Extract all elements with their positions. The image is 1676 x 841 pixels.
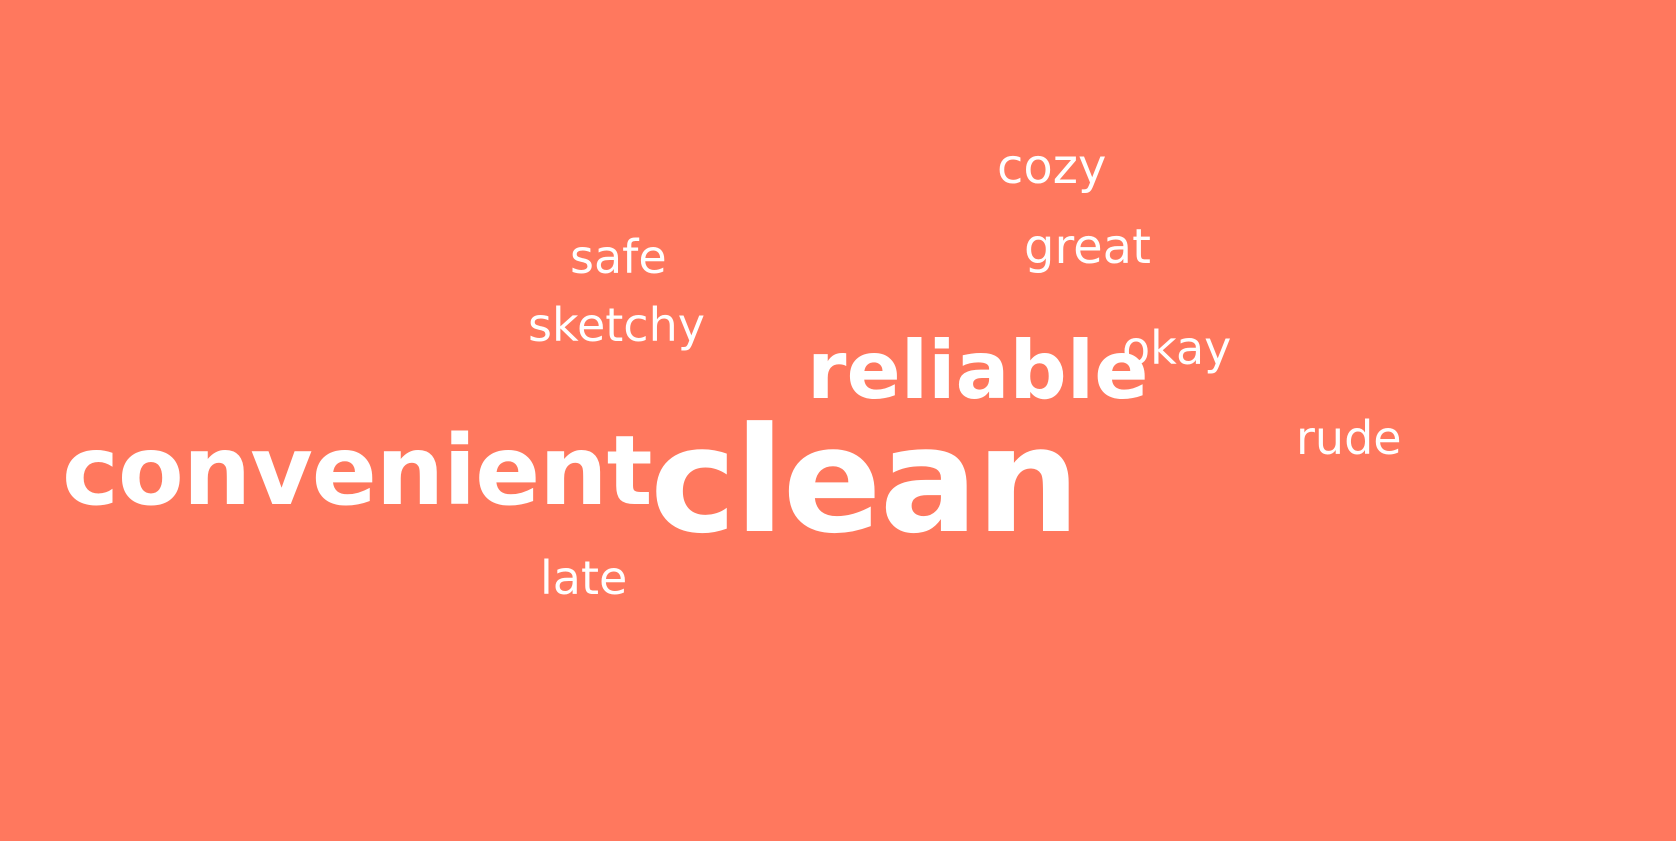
word-rude: rude — [1296, 411, 1402, 465]
word-okay: okay — [1122, 321, 1232, 375]
word-late: late — [540, 551, 628, 605]
word-convenient: convenient — [62, 415, 652, 527]
word-safe: safe — [570, 230, 667, 284]
word-clean: clean — [650, 396, 1080, 566]
word-sketchy: sketchy — [528, 298, 705, 352]
word-reliable: reliable — [807, 324, 1149, 417]
word-cozy: cozy — [997, 139, 1107, 195]
word-great: great — [1024, 219, 1151, 275]
